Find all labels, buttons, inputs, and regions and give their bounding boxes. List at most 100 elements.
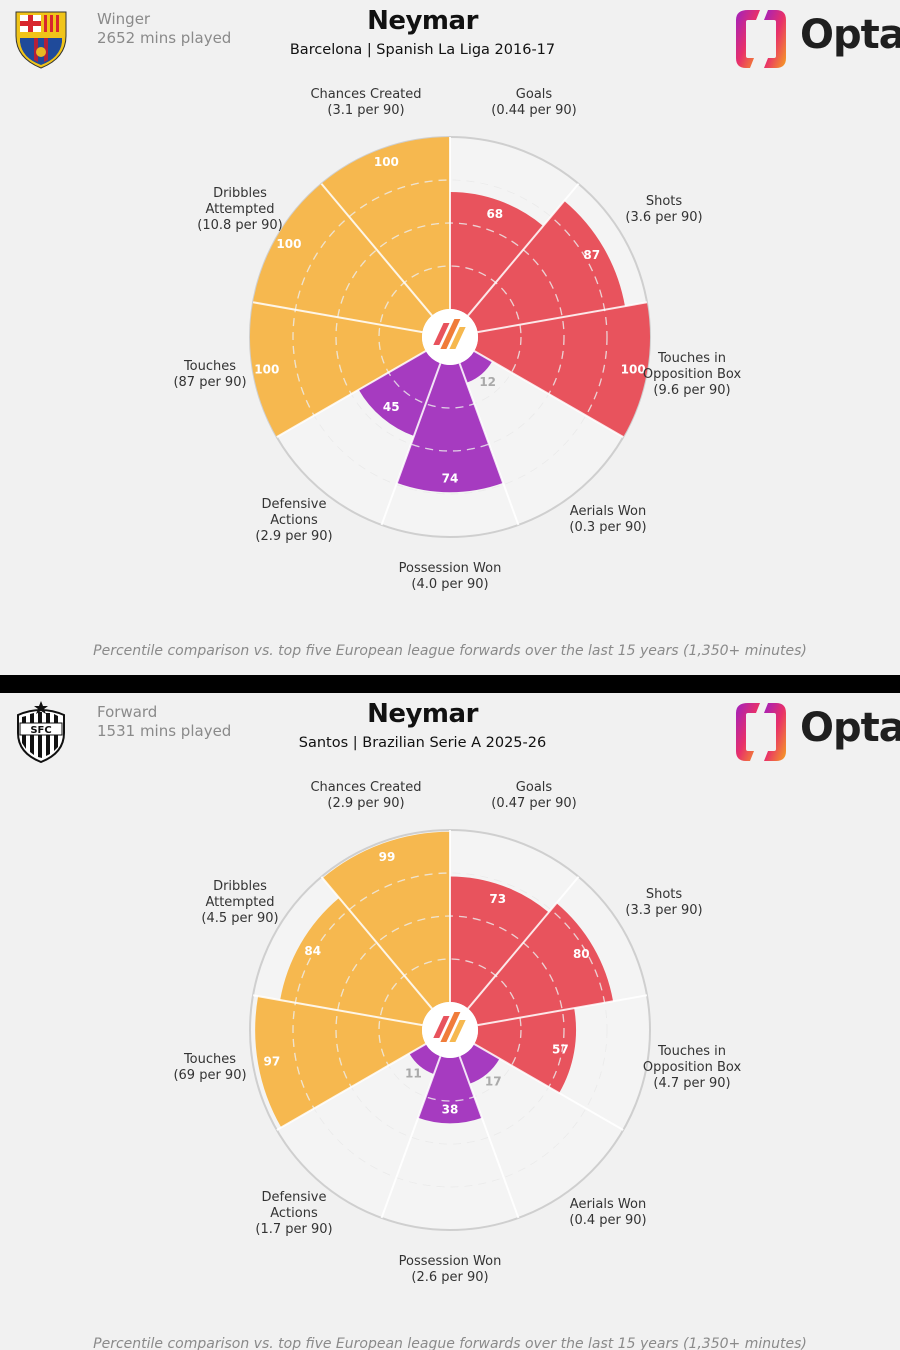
radar-spoke	[467, 183, 580, 317]
radar-value-label: 57	[552, 1042, 569, 1056]
radar-spoke	[320, 876, 433, 1010]
player-role: Forward	[97, 703, 158, 721]
opta-mark-icon	[736, 703, 786, 761]
radar-value-label: 38	[442, 1102, 459, 1116]
radar-axis-label: Touches (69 per 90)	[173, 1052, 246, 1083]
player-name: Neymar	[367, 699, 478, 729]
radar-spoke	[252, 301, 423, 334]
radar-spoke	[276, 1043, 427, 1131]
radar-gridline-muted	[378, 265, 522, 409]
radar-value-label: 84	[304, 944, 321, 958]
radar-bar	[396, 363, 504, 493]
player-role-block: Forward 1531 mins played	[97, 703, 231, 741]
team-season: Barcelona | Spanish La Liga 2016-17	[289, 42, 556, 58]
radar-value-label: 12	[479, 375, 496, 389]
radar-bar	[409, 1044, 441, 1075]
radar-bar	[459, 351, 493, 383]
radar-gridline-muted	[292, 179, 608, 495]
radar-axis-label: Defensive Actions (2.9 per 90)	[255, 497, 332, 544]
santos-crest-icon: SFC	[17, 701, 65, 763]
radar-spoke	[380, 1055, 442, 1219]
radar-value-label: 73	[489, 892, 506, 906]
radar-bar	[358, 351, 441, 437]
minutes-played: 2652 mins played	[97, 29, 232, 47]
radar-bar	[249, 302, 426, 437]
radar-chart-1: 73 80 57 17 38 11 97 84 99 Goals (0.47 per 90) Shot…	[173, 780, 742, 1285]
footnote: Percentile comparison vs. top five Europ…	[93, 643, 807, 659]
radar-value-label: 87	[583, 248, 600, 262]
radar-bar	[474, 302, 650, 437]
player-role: Winger	[97, 10, 151, 28]
radar-chart-0: 68 87 100 12 74 45 100 100 100 Goals (0.44 per 90)…	[173, 87, 742, 592]
radar-value-label: 100	[254, 362, 279, 376]
svg-text:SFC: SFC	[30, 725, 51, 736]
opta-wordmark: Opta	[800, 705, 900, 751]
panel-divider	[0, 675, 900, 693]
radar-gridline-muted	[378, 958, 522, 1102]
opta-mark-icon	[736, 10, 786, 68]
radar-spoke	[473, 350, 624, 438]
radar-axis-label: Shots (3.3 per 90)	[625, 887, 702, 918]
radar-value-label: 68	[486, 207, 503, 221]
radar-value-label: 100	[374, 155, 399, 169]
radar-value-label: 80	[573, 947, 590, 961]
radar-value-label: 17	[485, 1075, 502, 1089]
opta-logo: Opta	[734, 6, 900, 72]
radar-panel-santos: SFC Forward 1531 mins played Neymar Sant…	[0, 693, 900, 1350]
radar-spoke	[276, 350, 427, 438]
radar-bar	[474, 1008, 577, 1094]
radar-axis-label: Possession Won (2.6 per 90)	[399, 1254, 502, 1285]
radar-spoke	[320, 183, 433, 317]
radar-axis-label: Shots (3.6 per 90)	[625, 194, 702, 225]
radar-axis-label: Aerials Won (0.3 per 90)	[569, 504, 646, 535]
radar-axis-label: Dribbles Attempted (4.5 per 90)	[201, 879, 278, 926]
radar-value-label: 100	[276, 237, 301, 251]
opta-wordmark: Opta	[800, 12, 900, 58]
radar-bar	[450, 192, 544, 316]
radar-axis-label: Aerials Won (0.4 per 90)	[569, 1197, 646, 1228]
radar-axis-label: Goals (0.47 per 90)	[491, 780, 577, 811]
radar-spoke	[458, 362, 520, 526]
radar-bar	[321, 137, 450, 316]
radar-axis-label: Touches (87 per 90)	[173, 359, 246, 390]
title-block: Neymar Barcelona | Spanish La Liga 2016-…	[250, 6, 595, 58]
radar-axis-label: Defensive Actions (1.7 per 90)	[255, 1190, 332, 1237]
radar-axis-label: Touches in Opposition Box (9.6 per 90)	[643, 351, 742, 398]
radar-value-label: 100	[621, 362, 646, 376]
radar-spoke	[252, 994, 423, 1027]
radar-axis-label: Touches in Opposition Box (4.7 per 90)	[643, 1044, 742, 1091]
radar-spoke	[380, 362, 442, 526]
radar-value-label: 74	[442, 471, 459, 485]
radar-value-label: 99	[379, 850, 396, 864]
radar-bar	[467, 200, 625, 333]
barcelona-crest-icon	[15, 11, 67, 69]
radar-spoke	[477, 994, 648, 1027]
radar-bar	[418, 1056, 482, 1124]
minutes-played: 1531 mins played	[97, 722, 232, 740]
player-role-block: Winger 2652 mins played	[97, 10, 231, 48]
center-slash-icon	[433, 319, 466, 349]
radar-axis-label: Goals (0.44 per 90)	[491, 87, 577, 118]
radar-spoke	[473, 1043, 624, 1131]
radar-panel-barcelona: Winger 2652 mins played Neymar Barcelona…	[15, 6, 900, 659]
radar-value-label: 11	[405, 1067, 422, 1081]
footnote: Percentile comparison vs. top five Europ…	[93, 1336, 807, 1350]
radar-bar	[253, 183, 433, 333]
radar-value-label: 45	[383, 400, 400, 414]
radar-spoke	[458, 1055, 520, 1219]
radar-axis-label: Chances Created (3.1 per 90)	[310, 87, 421, 118]
radar-spoke	[477, 301, 648, 334]
radar-spoke	[467, 876, 580, 1010]
radar-value-label: 97	[264, 1054, 281, 1068]
radar-bar	[280, 897, 433, 1026]
team-season: Santos | Brazilian Serie A 2025-26	[298, 735, 547, 751]
radar-axis-label: Chances Created (2.9 per 90)	[310, 780, 421, 811]
radar-gridline-muted	[292, 872, 608, 1188]
player-name: Neymar	[367, 6, 478, 36]
radar-axis-label: Possession Won (4.0 per 90)	[399, 561, 502, 592]
radar-bar	[467, 903, 614, 1026]
radar-axis-label: Dribbles Attempted (10.8 per 90)	[197, 186, 283, 233]
title-block: Neymar Santos | Brazilian Serie A 2025-2…	[250, 699, 595, 751]
center-slash-icon	[433, 1012, 466, 1042]
opta-logo: Opta	[734, 699, 900, 765]
